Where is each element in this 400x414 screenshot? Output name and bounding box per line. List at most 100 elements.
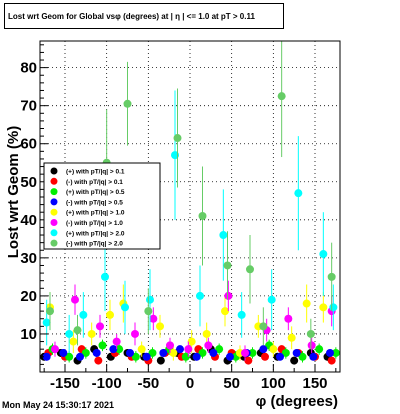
data-point [215,345,224,354]
data-point [326,348,334,357]
x-tick-label: 0 [186,375,194,392]
data-point [248,348,257,357]
data-point [259,345,268,354]
y-tick-label: 50 [20,174,37,191]
y-tick-label: 80 [20,60,37,77]
data-point [51,345,59,354]
data-point [144,307,153,316]
y-tick-label: 10 [20,326,37,343]
data-point [221,307,229,316]
legend-marker [50,208,58,216]
data-point [142,352,151,361]
data-point [46,307,54,316]
data-point [226,352,234,361]
data-marks [40,41,340,365]
data-point [109,345,118,354]
legend-label: (+) with pT/|q| > 2.0 [66,230,125,237]
legend-marker [50,177,58,185]
data-point [81,348,90,357]
legend-label: (+) with pT/|q| > 0.5 [66,189,125,196]
data-point [98,341,107,350]
data-point [196,291,204,300]
data-point [92,348,101,357]
data-point [65,329,74,338]
data-point [184,345,193,354]
data-point [315,345,324,354]
legend-marker [50,198,58,206]
y-tick-label: 60 [20,136,37,153]
data-point [166,341,174,350]
data-point [209,348,218,357]
data-point [192,352,201,361]
data-point [173,134,182,143]
data-point [290,356,299,365]
data-point [246,265,254,274]
data-point [241,348,249,357]
data-point [94,356,103,365]
data-point [204,341,213,350]
data-point [329,303,338,312]
y-tick-label: 30 [20,250,37,267]
legend-label: (-) with pT/|q| > 1.0 [66,220,123,227]
data-point [42,318,51,327]
data-point [219,231,228,240]
x-axis-label: φ (degrees) [256,393,338,410]
data-point [259,322,268,331]
data-point [123,99,132,108]
legend-marker [50,229,58,237]
legend-label: (+) with pT/|q| > 0.1 [66,169,125,176]
data-point [244,356,253,365]
footer-date: Mon May 24 15:30:17 2021 [2,400,115,410]
legend-label: (-) with pT/|q| > 0.5 [66,199,123,206]
legend-box [43,162,161,250]
data-point [269,345,278,354]
data-point [327,356,336,365]
y-tick-label: 40 [20,212,37,229]
chart-title: Lost wrt Geom for Global vsφ (degrees) a… [8,11,255,21]
data-point [156,356,165,365]
y-axis-label: Lost wrt Geom (%) [5,126,22,259]
data-point [59,348,68,357]
y-tick-label: 70 [20,98,37,115]
data-point [106,310,114,319]
legend-marker [50,219,58,226]
legend-marker [50,239,58,247]
data-point [148,348,157,357]
legend: (+) with pT/|q| > 0.1 (-) with pT/|q| > 0… [43,162,161,250]
data-point [101,272,109,281]
data-point [261,352,269,361]
data-point [42,352,51,361]
data-point [65,352,74,361]
tick-labels: -150 -100 -50 0 50 100 150 10 20 30 40 50 60 70 80 [20,60,327,392]
data-point [198,212,207,221]
data-point [69,337,78,346]
data-point [302,299,311,308]
y-tick-label: 20 [20,288,37,305]
legend-marker [50,188,58,196]
legend-marker [50,167,58,175]
data-point [71,295,79,304]
data-point [96,322,104,331]
x-tick-label: 50 [223,375,240,392]
data-point [327,272,336,281]
data-point [319,303,328,312]
x-tick-label: -50 [137,375,159,392]
data-point [76,352,84,361]
data-point [294,189,303,198]
data-point [298,352,307,361]
data-point [287,333,296,342]
data-point [121,303,129,312]
data-point [156,322,164,331]
data-point [187,337,196,346]
data-point [331,348,340,357]
data-point [87,329,96,338]
data-point [292,348,301,357]
data-point [146,295,154,304]
data-point [137,345,146,354]
data-point [79,310,88,319]
data-point [176,345,184,354]
data-point [306,329,315,338]
data-point [307,341,316,350]
data-point [112,337,121,346]
data-point [202,329,211,338]
